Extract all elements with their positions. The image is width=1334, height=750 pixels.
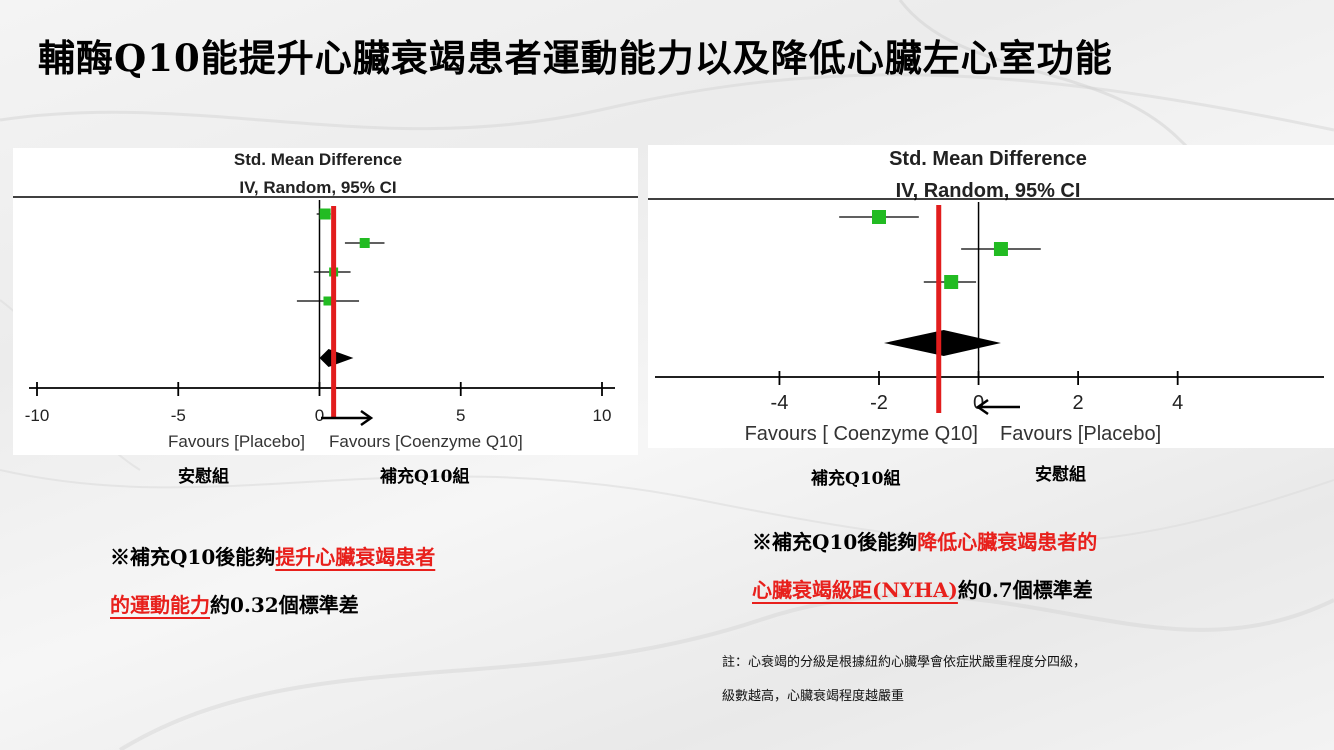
x-tick-label: -5	[171, 406, 186, 425]
slide-title: 輔酶Q10能提升心臟衰竭患者運動能力以及降低心臟左心室功能	[38, 36, 1113, 80]
favours-left-label: Favours [Placebo]	[168, 432, 305, 451]
group-label-placebo-right: 安慰組	[1035, 465, 1086, 485]
header-line1: Std. Mean Difference	[234, 150, 402, 169]
x-tick-label: 4	[1172, 392, 1183, 414]
favours-right-label: Favours [Placebo]	[1000, 423, 1161, 445]
conclusion-left-suffix: 約0.32個標準差	[210, 593, 359, 617]
conclusion-right: ※補充Q10後能夠降低心臟衰竭患者的 心臟衰竭級距(NYHA)約0.7個標準差	[752, 518, 1097, 614]
pooled-diamond	[883, 330, 1001, 356]
group-label-placebo-left: 安慰組	[178, 467, 229, 487]
footnote: 註：心衰竭的分級是根據紐約心臟學會依症狀嚴重程度分四級， 級數越高，心臟衰竭程度…	[722, 646, 1086, 714]
direction-arrowhead	[975, 398, 989, 416]
footnote-line-1: 註：心衰竭的分級是根據紐約心臟學會依症狀嚴重程度分四級，	[722, 655, 1087, 670]
study-marker	[993, 242, 1008, 256]
study-marker	[319, 208, 331, 220]
conclusion-right-prefix: ※補充Q10後能夠	[752, 530, 918, 554]
conclusion-left-highlight-1: 提升心臟衰竭患者	[275, 545, 436, 569]
conclusion-left-highlight-2: 的運動能力	[110, 593, 210, 617]
x-tick-label: 10	[593, 406, 612, 425]
study-marker	[872, 210, 886, 224]
conclusion-right-highlight-2: 心臟衰竭級距(NYHA)	[752, 578, 958, 602]
study-marker	[359, 238, 370, 248]
favours-left-label: Favours [ Coenzyme Q10]	[745, 423, 978, 445]
x-tick-label: 0	[315, 406, 324, 425]
forest-plot-right-svg: Std. Mean Difference IV, Random, 95% CI …	[648, 148, 1334, 445]
x-tick-label: -2	[870, 392, 888, 414]
left-plot-area: -10 -5 0 5 10	[25, 200, 615, 427]
header-line2: IV, Random, 95% CI	[896, 180, 1081, 202]
x-tick-label: 0	[973, 392, 984, 414]
conclusion-right-suffix: 約0.7個標準差	[957, 578, 1093, 602]
study-marker	[323, 296, 333, 306]
group-label-q10-left: 補充Q10組	[380, 467, 470, 487]
conclusion-left: ※補充Q10後能夠提升心臟衰竭患者 的運動能力約0.32個標準差	[110, 533, 435, 629]
direction-arrowhead	[360, 409, 374, 427]
right-plot-area: -4 -2 0 2 4	[655, 202, 1324, 416]
footnote-line-2: 級數越高，心臟衰竭程度越嚴重	[722, 689, 905, 704]
header-line2: IV, Random, 95% CI	[239, 178, 396, 197]
x-tick-label: 5	[456, 406, 465, 425]
x-tick-label: -10	[25, 406, 50, 425]
forest-plot-exercise: Std. Mean Difference IV, Random, 95% CI …	[13, 148, 638, 455]
header-line1: Std. Mean Difference	[889, 148, 1087, 170]
pooled-diamond	[319, 349, 354, 367]
x-tick-label: -4	[771, 392, 789, 414]
favours-right-label: Favours [Coenzyme Q10]	[329, 432, 523, 451]
study-marker	[944, 275, 959, 289]
x-tick-label: 2	[1073, 392, 1084, 414]
conclusion-left-prefix: ※補充Q10後能夠	[110, 545, 276, 569]
forest-plot-left-svg: Std. Mean Difference IV, Random, 95% CI …	[13, 150, 638, 451]
conclusion-right-highlight-1: 降低心臟衰竭患者的	[917, 530, 1098, 554]
group-label-q10-right: 補充Q10組	[811, 469, 901, 489]
forest-plot-nyha: Std. Mean Difference IV, Random, 95% CI …	[648, 145, 1334, 448]
